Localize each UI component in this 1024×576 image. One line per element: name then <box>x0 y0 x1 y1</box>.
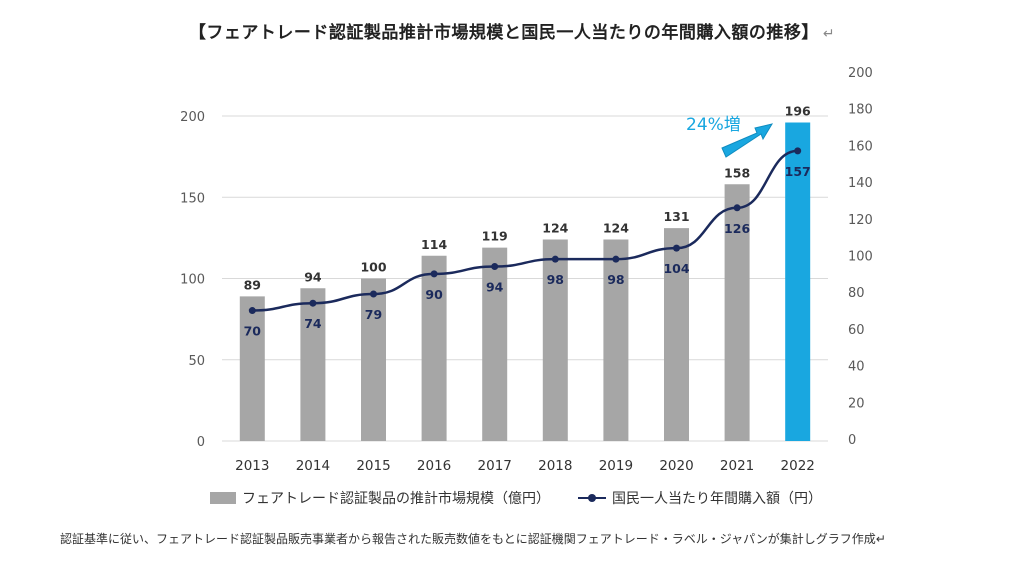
bar-value-label: 119 <box>482 229 508 244</box>
line-value-label: 98 <box>547 272 564 287</box>
left-tick-label: 100 <box>180 273 205 288</box>
line-point <box>794 147 802 155</box>
chart-title: 【フェアトレード認証製品推計市場規模と国民一人当たりの年間購入額の推移】 ↵ <box>0 18 1024 43</box>
bar <box>785 122 811 441</box>
legend: フェアトレード認証製品の推計市場規模（億円） 国民一人当たり年間購入額（円） <box>210 488 822 508</box>
bar <box>482 247 508 441</box>
line-value-label: 79 <box>365 307 382 322</box>
right-tick-label: 40 <box>848 360 865 375</box>
combo-chart: 0 50 100 150 200 0 20 40 60 80 100 120 140 160 180 200… <box>180 66 873 474</box>
right-tick-label: 140 <box>848 176 873 191</box>
right-tick-label: 80 <box>848 286 865 301</box>
legend-label-bars: フェアトレード認証製品の推計市場規模（億円） <box>242 491 550 507</box>
line-point <box>491 263 499 271</box>
bar-value-label: 89 <box>244 277 261 292</box>
bar-value-label: 94 <box>304 269 322 284</box>
x-tick-label: 2022 <box>781 458 815 474</box>
line-value-label: 74 <box>304 316 322 331</box>
line-point <box>370 290 377 298</box>
right-tick-label: 100 <box>848 250 873 265</box>
right-tick-label: 180 <box>848 103 873 118</box>
line-value-label: 98 <box>607 272 624 287</box>
bar-value-label: 124 <box>603 221 629 236</box>
line-point <box>248 307 256 315</box>
bar <box>542 239 568 441</box>
left-tick-label: 0 <box>197 435 205 450</box>
bar <box>300 288 326 441</box>
right-tick-label: 160 <box>848 139 873 154</box>
paragraph-mark: ↵ <box>822 26 836 42</box>
x-tick-label: 2013 <box>235 458 269 474</box>
growth-arrow-icon <box>721 123 774 158</box>
growth-label: 24%増 <box>686 115 741 135</box>
legend-swatch-bar <box>210 492 236 504</box>
left-tick-label: 50 <box>188 354 205 369</box>
x-tick-label: 2017 <box>478 458 512 474</box>
right-tick-label: 20 <box>848 396 865 411</box>
bar-value-label: 114 <box>421 237 447 252</box>
bar <box>421 255 447 441</box>
line-point <box>430 270 438 278</box>
bar <box>724 184 750 441</box>
line-point <box>309 299 317 307</box>
line-value-label: 90 <box>425 287 443 302</box>
chart-title-text: 【フェアトレード認証製品推計市場規模と国民一人当たりの年間購入額の推移】 <box>188 23 819 43</box>
legend-item-bars: フェアトレード認証製品の推計市場規模（億円） <box>210 488 550 508</box>
x-tick-label: 2021 <box>720 458 754 474</box>
left-y-axis: 0 50 100 150 200 <box>180 110 205 450</box>
bar-value-label: 131 <box>663 209 689 224</box>
growth-annotation: 24%増 <box>686 115 774 158</box>
bar <box>361 278 386 441</box>
line-value-label: 104 <box>663 261 689 276</box>
line-series: 70 74 79 90 94 98 98 104 126 157 <box>244 147 811 339</box>
right-tick-label: 60 <box>848 323 865 338</box>
line-value-label: 70 <box>244 324 262 339</box>
bar <box>239 296 265 441</box>
bar-value-label: 124 <box>542 221 568 236</box>
x-tick-label: 2016 <box>417 458 451 474</box>
left-tick-label: 150 <box>180 191 205 206</box>
bar <box>603 239 629 441</box>
line-point <box>612 255 620 263</box>
x-tick-label: 2019 <box>599 458 633 474</box>
x-tick-label: 2014 <box>296 458 330 474</box>
x-tick-label: 2018 <box>538 458 572 474</box>
right-tick-label: 0 <box>848 433 856 448</box>
x-axis: 2013 2014 2015 2016 2017 2018 2019 2020 2021 2022 <box>235 458 815 474</box>
bar <box>664 228 689 441</box>
left-tick-label: 200 <box>180 110 205 125</box>
bar-series: 89 94 100 114 119 124 124 131 158 196 <box>239 104 811 441</box>
right-tick-label: 120 <box>848 213 873 228</box>
line-point <box>673 244 680 252</box>
line-point <box>551 255 559 263</box>
legend-label-line: 国民一人当たり年間購入額（円） <box>612 491 822 507</box>
footnote: 認証基準に従い、フェアトレード認証製品販売事業者から報告された販売数値をもとに認… <box>60 532 886 546</box>
x-tick-label: 2020 <box>659 458 693 474</box>
bar-value-label: 100 <box>360 260 386 275</box>
line-value-label: 157 <box>785 164 811 179</box>
right-tick-label: 200 <box>848 66 873 81</box>
line-value-label: 126 <box>724 221 750 236</box>
legend-item-line: 国民一人当たり年間購入額（円） <box>578 488 822 508</box>
x-tick-label: 2015 <box>356 458 390 474</box>
line-point <box>733 204 741 212</box>
bar-value-label: 196 <box>785 104 811 119</box>
line-value-label: 94 <box>486 280 504 295</box>
right-y-axis: 0 20 40 60 80 100 120 140 160 180 200 <box>848 66 873 448</box>
series-line <box>252 149 798 312</box>
bar-value-label: 158 <box>724 165 750 180</box>
legend-swatch-line <box>578 492 606 504</box>
